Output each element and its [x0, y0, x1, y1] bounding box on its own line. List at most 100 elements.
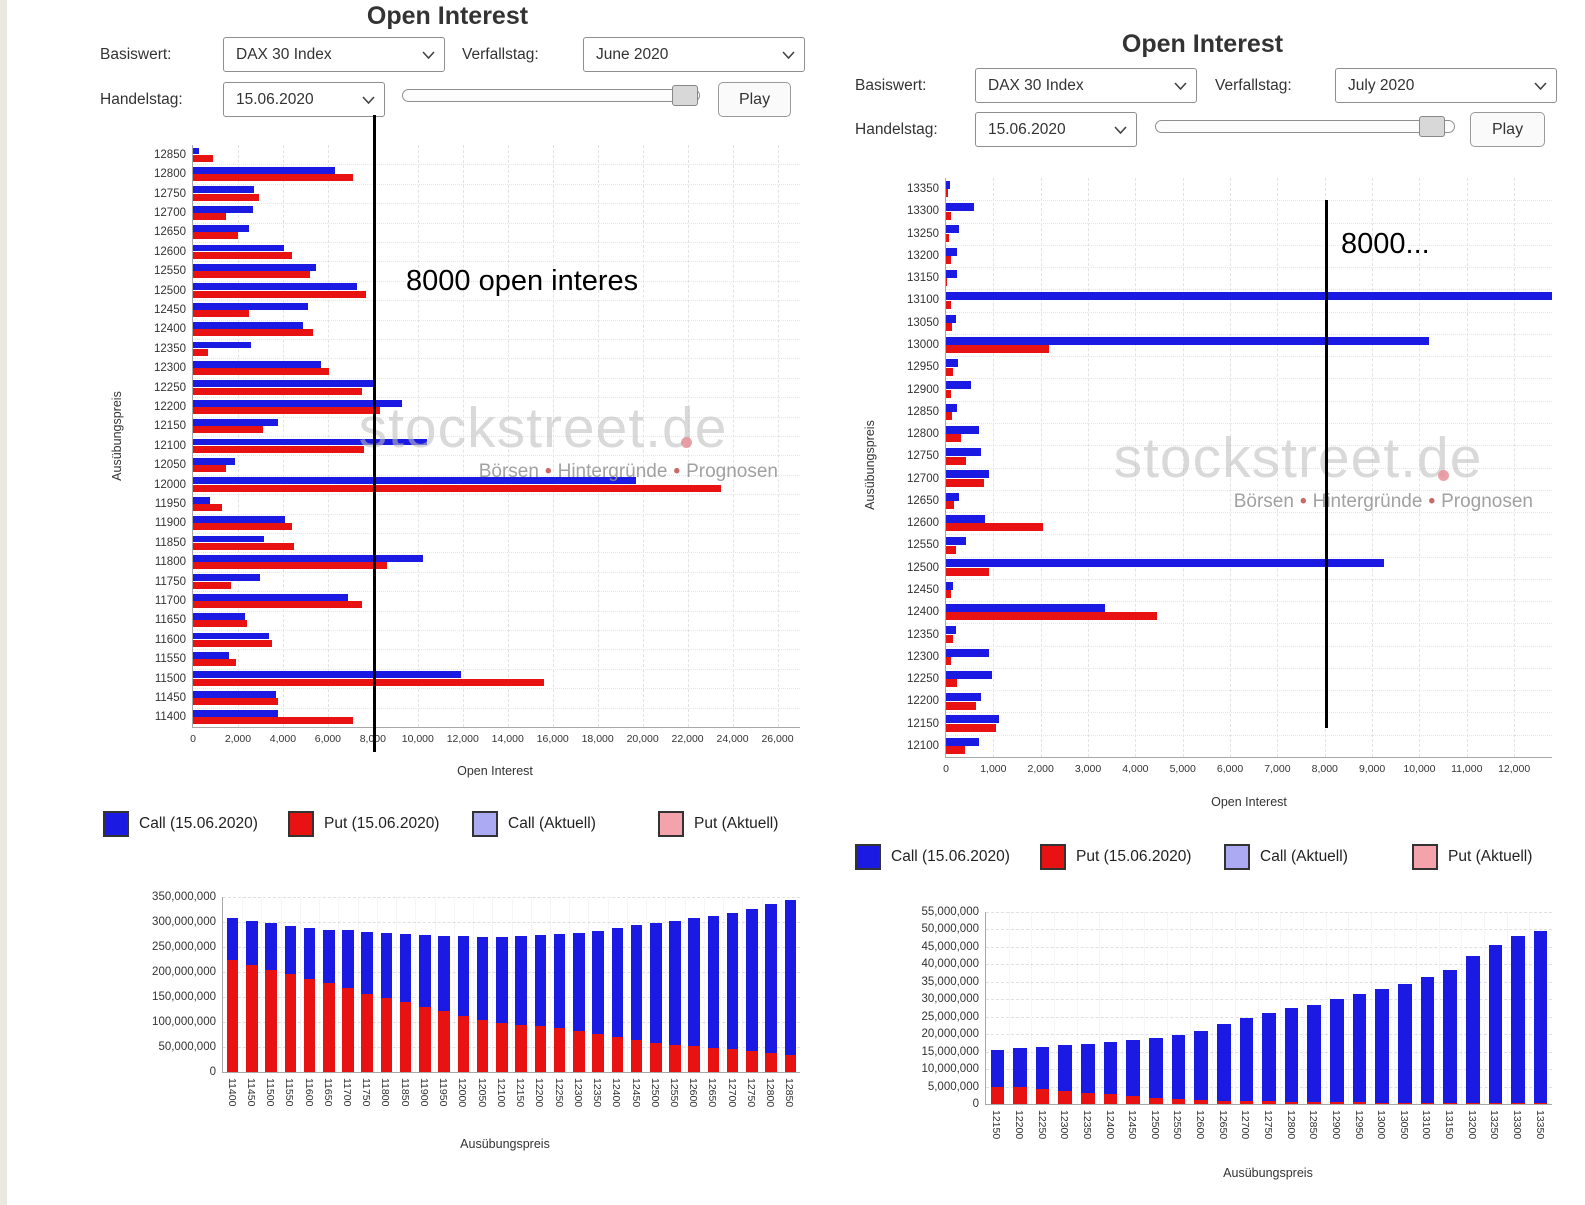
grid-h	[946, 445, 1552, 447]
y-axis-title: Ausübungspreis	[110, 391, 124, 481]
basiswert-select[interactable]: DAX 30 Index	[975, 68, 1197, 103]
x-axis-title: Ausübungspreis	[460, 1137, 550, 1151]
put-bar	[946, 723, 997, 732]
rtick: 12850	[783, 1078, 796, 1108]
grid-h	[193, 474, 800, 476]
put-segment	[1533, 1103, 1548, 1104]
put-segment	[1262, 1101, 1276, 1104]
call-segment	[265, 923, 277, 970]
ytick: 150,000,000	[152, 991, 216, 1003]
put-bar	[193, 348, 208, 356]
put-bar	[193, 581, 232, 589]
handelstag-value: 15.06.2020	[236, 90, 314, 108]
call-segment	[1103, 1041, 1118, 1095]
call-bar	[193, 186, 254, 194]
legend-call-aktuell-swatch	[472, 811, 498, 837]
call-segment	[1420, 976, 1435, 1103]
rtick: 11950	[437, 1078, 450, 1107]
ytick: 12200	[154, 400, 186, 413]
call-bar	[193, 438, 427, 446]
grid-h	[193, 377, 800, 379]
ytick: 25,000,000	[921, 1010, 979, 1023]
xtick: 2,000	[1027, 763, 1054, 775]
call-segment	[342, 930, 354, 988]
put-bar	[193, 387, 362, 395]
rtick: 11550	[283, 1078, 296, 1107]
put-segment	[1081, 1092, 1095, 1104]
ytick: 12100	[907, 739, 939, 752]
grid-vd	[530, 897, 532, 1072]
xtick: 0	[943, 763, 949, 775]
call-segment	[246, 920, 258, 965]
call-segment	[284, 925, 297, 974]
grid-h	[946, 712, 1552, 714]
grid-h	[946, 400, 1552, 402]
plot	[986, 912, 1552, 1104]
verfallstag-select[interactable]: July 2020	[1335, 68, 1557, 103]
handelstag-select[interactable]: 15.06.2020	[975, 112, 1137, 147]
put-segment	[419, 1007, 431, 1072]
call-segment	[592, 930, 604, 1034]
put-bar	[946, 523, 1044, 532]
put-segment	[707, 1047, 720, 1072]
time-slider[interactable]	[1155, 116, 1455, 137]
rtick: 12050	[475, 1078, 488, 1108]
call-bar	[946, 448, 982, 457]
ytick: 13150	[907, 272, 939, 285]
put-bar	[193, 232, 238, 240]
grid-h	[946, 623, 1552, 625]
rtick: 11650	[321, 1078, 334, 1107]
legend-call-label: Call (15.06.2020)	[891, 848, 1010, 865]
call-segment	[1081, 1043, 1095, 1093]
xtick: 5,000	[1169, 763, 1196, 775]
verfallstag-select[interactable]: June 2020	[583, 37, 805, 72]
page-title: Open Interest	[366, 2, 529, 30]
ytick: 12400	[154, 323, 186, 336]
time-slider[interactable]	[402, 85, 700, 106]
grid-h	[193, 552, 800, 554]
rtick: 11900	[417, 1078, 430, 1107]
desktop-edge-strip	[0, 0, 7, 1205]
grid-vd	[1348, 912, 1350, 1104]
xtick: 10,000	[1403, 763, 1436, 775]
grid-vd	[1257, 912, 1259, 1104]
grid-vd	[1529, 912, 1531, 1104]
ytick: 11800	[154, 556, 186, 569]
grid-vd	[742, 897, 744, 1072]
put-segment	[323, 983, 335, 1072]
legend-call-label: Call (15.06.2020)	[139, 815, 258, 832]
ytick: 12250	[907, 673, 939, 686]
grid-vd	[607, 897, 609, 1072]
call-bar	[946, 314, 956, 323]
grid-vd	[453, 897, 455, 1072]
rtick: 12650	[706, 1078, 719, 1108]
chevron-down-icon	[422, 50, 435, 59]
grid-vd	[1393, 912, 1395, 1104]
call-bar	[946, 670, 992, 679]
rtick: 12300	[1058, 1110, 1071, 1140]
put-bar	[946, 278, 948, 287]
slider-handle[interactable]	[1419, 116, 1445, 137]
grid-h	[946, 578, 1552, 580]
grid-h	[193, 494, 800, 496]
grid-vd	[626, 897, 628, 1072]
ytick: 12450	[907, 583, 939, 596]
grid-vd	[415, 897, 417, 1072]
put-bar	[193, 542, 295, 550]
basiswert-select[interactable]: DAX 30 Index	[223, 37, 445, 72]
play-button[interactable]: Play	[1470, 112, 1545, 147]
call-bar	[946, 247, 957, 256]
handelstag-select[interactable]: 15.06.2020	[223, 82, 385, 117]
put-segment	[726, 1049, 739, 1072]
play-button[interactable]: Play	[718, 82, 791, 117]
grid-h	[193, 397, 800, 399]
xtick: 3,000	[1074, 763, 1102, 775]
ytick: 12700	[907, 472, 939, 485]
put-bar	[946, 456, 966, 465]
grid-h	[193, 300, 800, 302]
grid-vd	[338, 897, 340, 1072]
slider-handle[interactable]	[672, 85, 698, 106]
xtick: 7,000	[1264, 763, 1291, 775]
verfallstag-label: Verfallstag:	[1215, 77, 1292, 94]
grid-vd	[1053, 912, 1055, 1104]
